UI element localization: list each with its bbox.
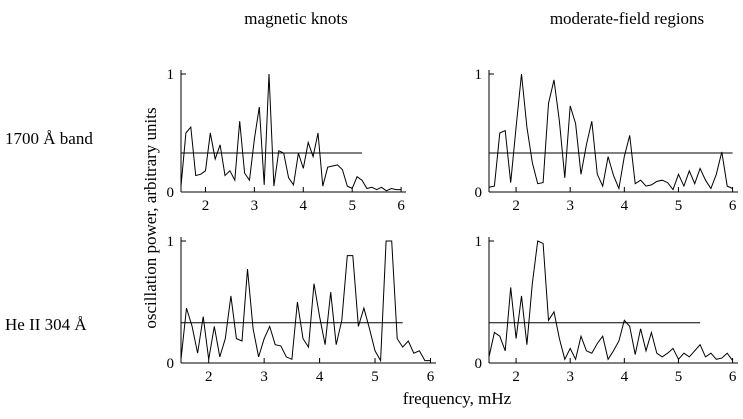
- power-spectrum-line: [180, 73, 402, 192]
- panel-magnetic-knots-304: 2 3 4 5 6 0 1: [167, 234, 436, 385]
- x-tick-label: 4: [316, 369, 324, 385]
- power-spectrum-line: [488, 73, 733, 191]
- panel-moderate-field-1700: 2 3 4 5 6 0 1: [475, 67, 738, 214]
- x-tick-label: 2: [512, 369, 520, 385]
- x-tick-label: 5: [675, 369, 683, 385]
- x-tick-label: 4: [621, 369, 629, 385]
- x-tick-label: 5: [348, 198, 356, 214]
- row-label-304: He II 304 Å: [5, 315, 87, 334]
- column-title-moderate-field: moderate-field regions: [550, 9, 704, 28]
- panel-magnetic-knots-1700: 2 3 4 5 6 0 1: [167, 67, 406, 214]
- x-tick-label: 2: [205, 369, 213, 385]
- y-tick-label: 0: [167, 356, 175, 372]
- x-tick-label: 4: [621, 198, 629, 214]
- x-tick-label: 6: [427, 369, 435, 385]
- panel-moderate-field-304: 2 3 4 5 6 0 1: [475, 234, 738, 385]
- y-axis-label: oscillation power, arbitrary units: [141, 107, 160, 328]
- power-spectrum-line: [180, 240, 431, 363]
- y-tick-label: 0: [167, 185, 175, 201]
- y-tick-label: 0: [475, 356, 483, 372]
- x-tick-label: 2: [202, 198, 210, 214]
- y-tick-label: 1: [475, 234, 483, 250]
- column-title-magnetic-knots: magnetic knots: [244, 9, 347, 28]
- x-tick-label: 5: [371, 369, 379, 385]
- x-axis-label: frequency, mHz: [403, 389, 512, 408]
- x-tick-label: 3: [566, 198, 574, 214]
- x-tick-label: 6: [729, 198, 737, 214]
- x-tick-label: 3: [260, 369, 268, 385]
- y-tick-label: 1: [167, 67, 175, 83]
- x-tick-label: 3: [566, 369, 574, 385]
- x-tick-label: 2: [512, 198, 520, 214]
- row-label-1700: 1700 Å band: [5, 129, 93, 148]
- x-tick-label: 3: [251, 198, 259, 214]
- y-tick-label: 0: [475, 185, 483, 201]
- x-tick-label: 4: [300, 198, 308, 214]
- y-tick-label: 1: [167, 234, 175, 250]
- power-spectrum-line: [488, 240, 734, 361]
- x-tick-label: 6: [397, 198, 405, 214]
- y-tick-label: 1: [475, 67, 483, 83]
- x-tick-label: 6: [729, 369, 737, 385]
- x-tick-label: 5: [675, 198, 683, 214]
